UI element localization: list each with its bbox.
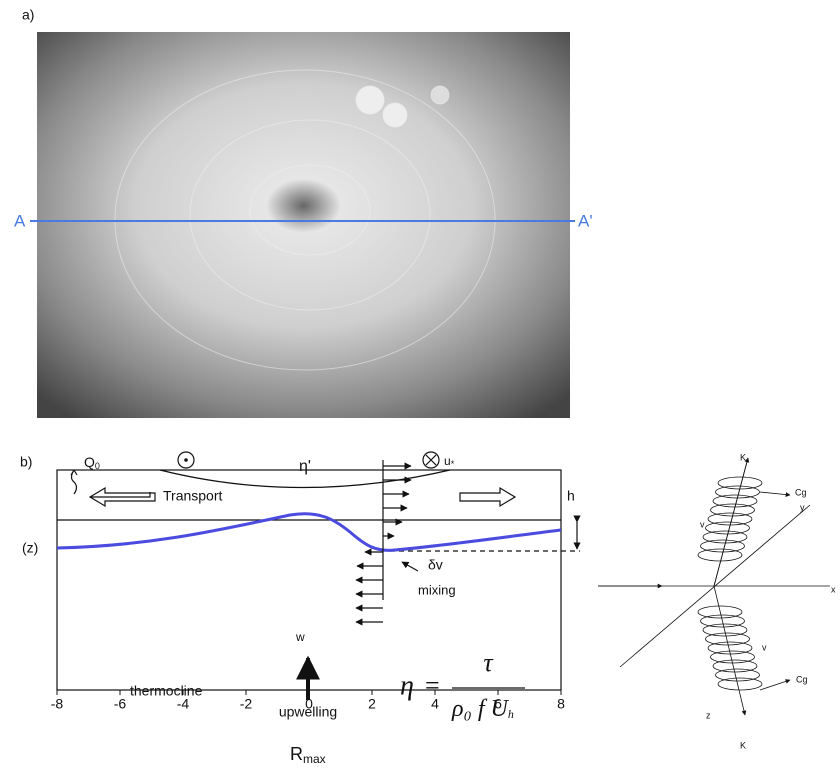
z-axis-label: z: [706, 710, 711, 720]
tick-label: -4: [177, 696, 190, 712]
v2: v: [762, 642, 767, 652]
panel-label: b): [20, 454, 32, 470]
thermocline-label: thermocline: [130, 683, 203, 699]
eq-denominator: ρ₀ f Uh: [451, 696, 514, 722]
surface-label: η': [299, 458, 311, 475]
k-bottom: K: [740, 740, 746, 750]
dot: [184, 458, 188, 462]
tick-label: 8: [557, 696, 565, 712]
y-axis-label: y: [800, 502, 805, 512]
w-label: w: [295, 630, 305, 644]
equation: η = τ ρ₀ f Uh: [400, 648, 525, 722]
transport-right-arrow: [460, 488, 515, 506]
cg-top: Cg: [795, 487, 807, 497]
tick-label: 0: [305, 696, 313, 712]
friction-velocity: u*: [444, 454, 455, 469]
coil: [698, 549, 742, 561]
transport-left-arrow: [90, 488, 155, 506]
k-top: K: [740, 452, 746, 462]
heat-flux-arrow: [71, 470, 77, 494]
cg-bottom: Cg: [796, 674, 808, 684]
transport: Transport: [163, 488, 223, 504]
axis-label: Rmax: [290, 744, 326, 766]
tick-label: 2: [368, 696, 376, 712]
axis-label-main: R: [290, 744, 303, 764]
u: u: [444, 454, 451, 468]
h-label: h: [567, 488, 575, 504]
cross: [426, 455, 436, 465]
tick-label: -8: [51, 696, 64, 712]
mixing-label: mixing: [418, 582, 456, 597]
wave-labels: K K Cg Cg v v x y z: [700, 452, 836, 750]
axis-label-sub: max: [303, 752, 326, 766]
tick-label: -2: [240, 696, 253, 712]
v1: v: [700, 519, 705, 529]
heat-flux-sub: 0: [95, 461, 100, 471]
section-end: A': [578, 211, 593, 230]
tick-label: 4: [431, 696, 439, 712]
eq-den-sub: h: [508, 707, 514, 721]
heat-flux-symbol: Q: [84, 454, 95, 470]
tick-label: 6: [494, 696, 502, 712]
section-start: A: [14, 211, 26, 230]
coil: [718, 678, 762, 690]
dv-label: δv: [428, 557, 443, 573]
z-label: (z): [22, 540, 38, 556]
eq-numerator: τ: [483, 648, 494, 677]
x-axis-label: x: [831, 584, 836, 594]
satellite-image: [37, 32, 570, 418]
thermocline-curve: [57, 514, 561, 551]
heat-flux: Q0: [84, 454, 100, 472]
panel-label: a): [22, 7, 34, 23]
tick-label: -6: [114, 696, 127, 712]
figure: a) A A' b) Q0 u* η' Transport h (z) δv m…: [0, 0, 840, 774]
eq-lhs: η: [400, 670, 414, 701]
u-sub: *: [451, 459, 455, 469]
